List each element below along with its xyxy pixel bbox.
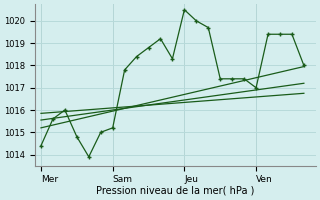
X-axis label: Pression niveau de la mer( hPa ): Pression niveau de la mer( hPa )	[96, 186, 255, 196]
